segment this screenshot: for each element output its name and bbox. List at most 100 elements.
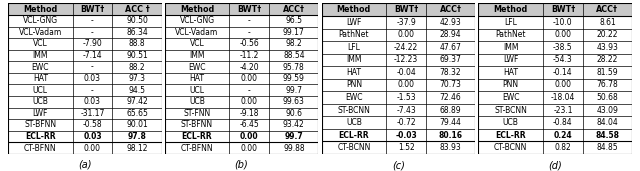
Bar	[229, 15, 269, 27]
Text: UCB: UCB	[346, 118, 362, 127]
Text: 90.01: 90.01	[126, 120, 148, 129]
Bar	[229, 3, 269, 15]
Text: 81.59: 81.59	[596, 68, 618, 77]
Bar	[479, 104, 543, 116]
Bar	[8, 61, 72, 73]
Bar	[113, 119, 161, 131]
Text: 98.12: 98.12	[126, 144, 148, 153]
Text: 86.34: 86.34	[126, 28, 148, 37]
Bar	[426, 29, 475, 41]
Text: 0.00: 0.00	[241, 97, 258, 106]
Bar	[72, 142, 113, 154]
Text: -18.04: -18.04	[550, 93, 575, 102]
Bar	[321, 91, 386, 104]
Text: 84.58: 84.58	[595, 131, 620, 140]
Text: ECL-RR: ECL-RR	[495, 131, 526, 140]
Text: ECL-RR: ECL-RR	[339, 131, 369, 140]
Bar	[229, 50, 269, 61]
Bar	[165, 131, 229, 142]
Bar	[543, 79, 583, 91]
Text: -7.14: -7.14	[83, 51, 102, 60]
Bar	[583, 116, 632, 129]
Bar	[543, 91, 583, 104]
Text: IMM: IMM	[346, 55, 362, 64]
Text: 0.24: 0.24	[554, 131, 572, 140]
Bar	[113, 61, 161, 73]
Bar	[165, 108, 229, 119]
Bar	[113, 27, 161, 38]
Text: IMM: IMM	[189, 51, 205, 60]
Bar	[269, 3, 319, 15]
Bar	[321, 129, 386, 141]
Bar	[165, 50, 229, 61]
Text: -7.90: -7.90	[83, 40, 102, 48]
Text: 1.52: 1.52	[397, 143, 415, 152]
Text: 0.03: 0.03	[83, 132, 102, 141]
Bar	[321, 79, 386, 91]
Text: EWC: EWC	[502, 93, 520, 102]
Bar	[426, 66, 475, 79]
Text: 90.51: 90.51	[126, 51, 148, 60]
Text: 84.85: 84.85	[596, 143, 618, 152]
Bar	[426, 3, 475, 16]
Bar	[269, 142, 319, 154]
Text: 68.89: 68.89	[440, 106, 461, 115]
Bar	[269, 84, 319, 96]
Bar	[583, 3, 632, 16]
Text: 70.73: 70.73	[440, 80, 461, 89]
Bar	[165, 3, 229, 15]
Bar	[321, 29, 386, 41]
Text: VCL-GNG: VCL-GNG	[179, 16, 214, 25]
Text: -: -	[91, 28, 94, 37]
Bar	[229, 61, 269, 73]
Bar	[543, 54, 583, 66]
Text: -38.5: -38.5	[553, 43, 573, 52]
Bar	[72, 61, 113, 73]
Bar	[72, 73, 113, 84]
Text: 99.7: 99.7	[284, 132, 303, 141]
Text: ECL-RR: ECL-RR	[182, 132, 212, 141]
Bar	[8, 108, 72, 119]
Text: 47.67: 47.67	[440, 43, 461, 52]
Bar	[479, 91, 543, 104]
Bar	[426, 116, 475, 129]
Text: VCL-Vadam: VCL-Vadam	[19, 28, 62, 37]
Text: EWC: EWC	[345, 93, 363, 102]
Bar	[165, 96, 229, 108]
Text: 0.82: 0.82	[554, 143, 572, 152]
Text: 88.54: 88.54	[283, 51, 305, 60]
Text: 0.00: 0.00	[554, 80, 572, 89]
Bar	[113, 38, 161, 50]
Text: LWF: LWF	[33, 109, 48, 118]
Bar	[479, 16, 543, 29]
Text: -31.17: -31.17	[80, 109, 105, 118]
Text: Method: Method	[493, 5, 528, 14]
Text: ACC†: ACC†	[440, 5, 461, 14]
Bar	[426, 91, 475, 104]
Text: ACC†: ACC†	[283, 5, 305, 14]
Text: 76.78: 76.78	[596, 80, 618, 89]
Bar	[269, 15, 319, 27]
Bar	[72, 27, 113, 38]
Text: VCL: VCL	[33, 40, 47, 48]
Text: 28.94: 28.94	[440, 30, 461, 39]
Text: 72.46: 72.46	[440, 93, 461, 102]
Bar	[583, 91, 632, 104]
Bar	[269, 38, 319, 50]
Bar	[479, 141, 543, 154]
Text: 20.22: 20.22	[596, 30, 618, 39]
Bar	[269, 131, 319, 142]
Bar	[8, 84, 72, 96]
Text: -: -	[248, 86, 251, 95]
Bar	[72, 84, 113, 96]
Bar	[543, 129, 583, 141]
Text: CT-BFNN: CT-BFNN	[24, 144, 56, 153]
Bar	[8, 142, 72, 154]
Text: LWF: LWF	[503, 55, 518, 64]
Text: -23.1: -23.1	[553, 106, 573, 115]
Text: 43.93: 43.93	[596, 43, 618, 52]
Text: 0.00: 0.00	[241, 74, 258, 83]
Text: VCL-Vadam: VCL-Vadam	[175, 28, 219, 37]
Bar	[321, 141, 386, 154]
Bar	[543, 116, 583, 129]
